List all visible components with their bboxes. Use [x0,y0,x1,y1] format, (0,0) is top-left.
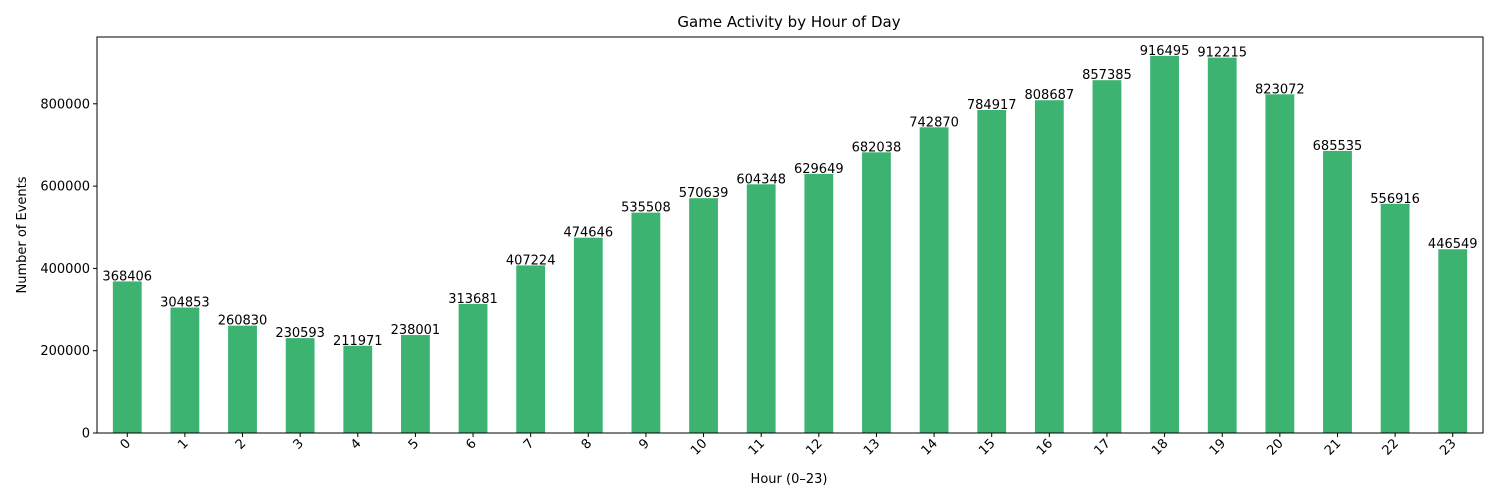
x-tick-label: 6 [463,436,479,452]
x-axis-title: Hour (0–23) [751,472,828,487]
bar-value-label: 211971 [333,334,383,349]
x-tick-label: 1 [175,436,191,452]
x-tick-label: 8 [579,436,595,452]
bar-labels-group: 368406 304853 260830 230593 211971 238001 3136… [102,44,1477,349]
x-tick-label: 9 [636,436,652,452]
x-tick-label: 17 [1091,436,1113,458]
x-tick-label: 2 [233,436,249,452]
x-tick-label: 22 [1380,436,1402,458]
bar-value-label: 916495 [1140,44,1190,59]
bar-hour-13 [862,152,891,433]
bar-hour-18 [1150,55,1180,434]
bar-value-label: 742870 [909,115,959,130]
bar-hour-7 [516,265,546,433]
x-tick-label: 5 [406,436,422,452]
bar-hour-20 [1265,94,1295,433]
y-tick-label: 600000 [40,180,90,195]
y-tick-label: 400000 [40,262,90,277]
bar-value-label: 535508 [621,201,671,216]
bar-hour-21 [1323,150,1352,433]
y-axis-title: Number of Events [15,176,30,293]
bar-hour-4 [343,345,373,433]
y-tick-label: 200000 [40,344,90,359]
bar-hour-5 [400,335,430,433]
bar-value-label: 407224 [506,253,556,268]
bar-value-label: 304853 [160,296,210,311]
bar-hour-16 [1034,100,1064,433]
bar-value-label: 556916 [1370,192,1420,207]
bar-value-label: 604348 [736,172,786,187]
x-tick-label: 0 [118,436,134,452]
bar-value-label: 368406 [102,269,152,284]
x-tick-label: 12 [803,436,825,458]
bar-value-label: 230593 [275,326,325,341]
x-tick-label: 4 [348,436,364,452]
bar-value-label: 446549 [1428,237,1478,252]
bar-value-label: 260830 [218,314,268,329]
bar-hour-3 [285,338,315,433]
x-tick-label: 21 [1322,436,1344,458]
x-tick-label: 19 [1207,436,1229,458]
x-tick-label: 20 [1264,436,1286,458]
bar-value-label: 808687 [1025,88,1075,103]
x-tick-label: 23 [1437,436,1459,458]
bar-value-label: 823072 [1255,82,1305,97]
bar-hour-22 [1380,203,1410,433]
bar-hour-19 [1207,57,1237,434]
x-tick-label: 3 [291,436,307,452]
x-tick-label: 10 [688,436,710,458]
bar-hour-12 [804,173,834,434]
bar-value-label: 912215 [1197,46,1247,61]
bar-hour-2 [228,325,257,433]
bar-value-label: 784917 [967,98,1017,113]
bars-group [112,55,1468,434]
bar-hour-17 [1092,80,1122,433]
bar-value-label: 682038 [852,140,902,155]
x-tick-label: 16 [1034,436,1056,458]
x-axis: 0 1 2 3 4 5 6 7 8 9 10 11 12 13 14 15 16 17 18 19 20 21 22 23 [118,433,1460,459]
bar-value-label: 570639 [679,186,729,201]
bar-value-label: 474646 [563,226,613,241]
bar-hour-14 [919,127,949,434]
bar-value-label: 313681 [448,292,498,307]
x-tick-label: 18 [1149,436,1171,458]
bar-value-label: 685535 [1313,139,1363,154]
bar-hour-8 [573,237,603,433]
bar-hour-11 [746,184,776,433]
bar-value-label: 857385 [1082,68,1132,83]
bar-value-label: 629649 [794,162,844,177]
y-tick-label: 0 [82,427,90,442]
plot-frame [96,36,1484,434]
x-tick-label: 11 [746,436,768,458]
y-axis: 0 200000 400000 600000 800000 [40,97,97,442]
x-tick-label: 7 [521,436,537,452]
x-tick-label: 14 [919,436,941,458]
bar-hour-6 [458,303,488,433]
bar-hour-23 [1438,249,1468,433]
chart-title: Game Activity by Hour of Day [677,13,900,31]
bar-hour-1 [170,307,200,433]
bar-hour-0 [112,281,142,433]
y-tick-label: 800000 [40,97,90,112]
bar-hour-15 [977,110,1007,433]
x-tick-label: 15 [976,436,998,458]
x-tick-label: 13 [861,436,883,458]
bar-hour-9 [631,212,661,433]
bar-value-label: 238001 [391,323,441,338]
bar-hour-10 [689,198,718,433]
